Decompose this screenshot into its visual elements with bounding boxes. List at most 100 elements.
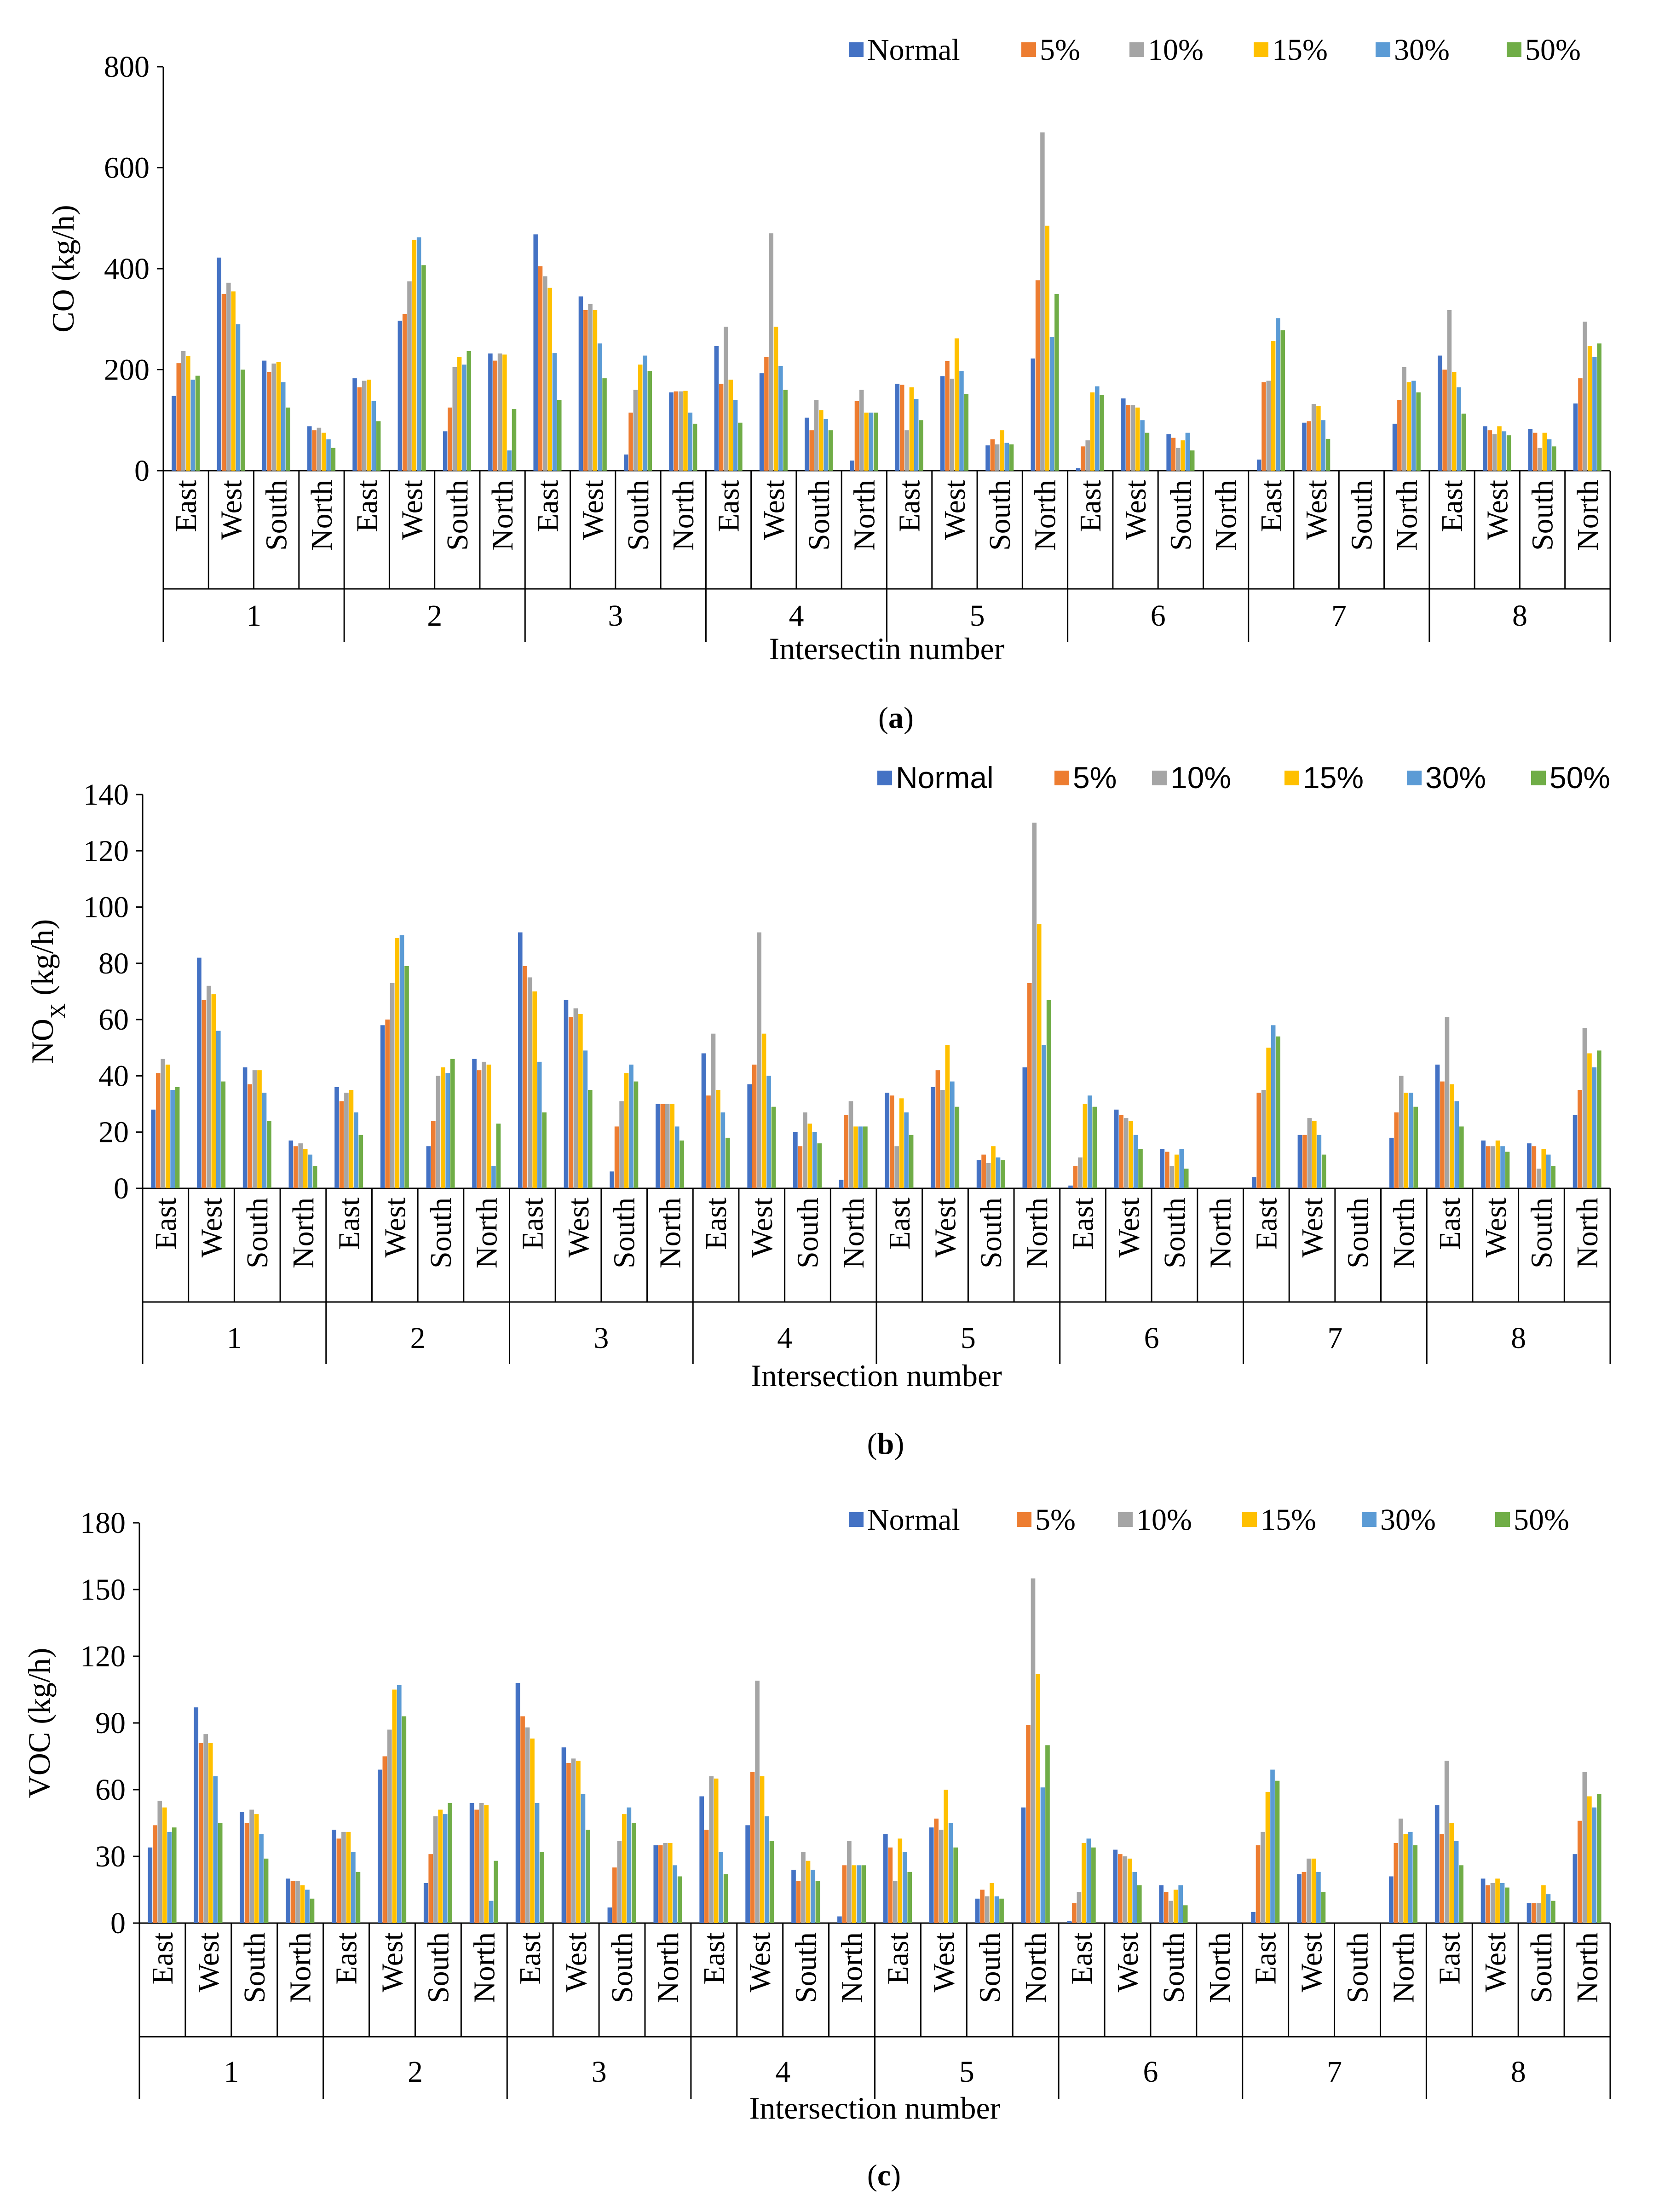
bar-5pct-5-north <box>1035 280 1040 471</box>
bar-5pct-3-east <box>523 966 528 1188</box>
x-direction-label: South <box>1345 480 1378 551</box>
bar-10pct-1-east <box>161 1059 166 1188</box>
chart-panel-3: 0 30 60 90 120 150 180 VOC (kg/h) East West South N… <box>22 1503 1611 2192</box>
bar-15pct-5-west <box>944 1790 949 1923</box>
bar-5pct-5-north <box>1027 983 1032 1188</box>
bar-15pct-1-east <box>165 1064 170 1188</box>
x-direction-label: South <box>622 480 655 551</box>
x-direction-label: West <box>745 1198 779 1257</box>
bar-5pct-3-south <box>628 412 633 471</box>
bar-30pct-3-north <box>688 412 693 471</box>
bar-Normal-5-south <box>975 1898 980 1923</box>
bar-10pct-2-east <box>341 1832 346 1923</box>
bar-15pct-4-west <box>760 1776 765 1923</box>
x-direction-label: East <box>513 1932 547 1985</box>
bar-5pct-8-south <box>1532 1146 1537 1188</box>
x-direction-label: West <box>192 1932 225 1992</box>
y-tick-label: 30 <box>95 1840 126 1873</box>
bar-30pct-3-north <box>673 1865 678 1923</box>
bar-30pct-2-east <box>354 1112 358 1188</box>
bar-15pct-3-east <box>547 288 552 471</box>
bar-30pct-1-east <box>190 380 195 471</box>
bar-50pct-3-east <box>540 1852 544 1923</box>
legend-swatch-5pct <box>1054 771 1069 785</box>
bar-30pct-3-west <box>581 1794 586 1923</box>
bar-Normal-3-north <box>656 1104 660 1188</box>
bar-50pct-7-east <box>1280 330 1285 471</box>
bar-10pct-1-north <box>317 427 322 471</box>
x-direction-label: East <box>893 480 927 532</box>
bar-15pct-5-east <box>898 1838 903 1923</box>
bar-15pct-2-south <box>438 1809 443 1923</box>
bar-50pct-7-west <box>1325 438 1330 471</box>
bar-5pct-6-west <box>1119 1115 1123 1188</box>
x-direction-label: South <box>1164 480 1198 551</box>
bar-5pct-2-south <box>428 1854 433 1923</box>
bar-30pct-4-north <box>869 412 874 471</box>
bar-50pct-8-west <box>1505 1887 1509 1923</box>
legend-label: 30% <box>1425 760 1486 795</box>
bar-15pct-3-north <box>670 1104 675 1188</box>
bar-5pct-7-west <box>1302 1135 1307 1188</box>
bar-Normal-3-north <box>669 392 674 471</box>
bar-15pct-2-south <box>457 357 462 471</box>
bar-15pct-3-north <box>683 391 688 471</box>
bar-10pct-7-west <box>1307 1858 1311 1923</box>
bar-15pct-8-east <box>1452 372 1457 471</box>
bar-15pct-6-east <box>1090 392 1095 471</box>
legend-label: 30% <box>1394 33 1450 67</box>
bar-50pct-2-west <box>421 265 426 471</box>
bar-5pct-1-west <box>202 1000 207 1188</box>
y-tick-label: 600 <box>104 151 150 185</box>
bar-50pct-8-west <box>1506 435 1511 471</box>
bar-15pct-6-east <box>1082 1843 1086 1923</box>
bar-30pct-5-south <box>996 1157 1001 1188</box>
bar-10pct-7-west <box>1307 1118 1312 1188</box>
bar-Normal-1-east <box>151 1109 156 1188</box>
x-direction-label: East <box>883 1198 916 1250</box>
x-direction-label: South <box>1525 1198 1558 1268</box>
legend-swatch-50pct <box>1507 42 1521 57</box>
legend: Normal 5% 10% 15% 30% 50% <box>849 33 1581 67</box>
bar-15pct-4-west <box>761 1033 766 1188</box>
bar-10pct-2-east <box>362 380 367 471</box>
bar-Normal-8-north <box>1572 1854 1578 1923</box>
legend-swatch-30pct <box>1362 1512 1377 1527</box>
bar-Normal-3-east <box>518 932 523 1188</box>
bar-50pct-8-north <box>1597 343 1601 471</box>
x-group-label: 3 <box>592 2055 607 2089</box>
bar-Normal-2-north <box>472 1059 477 1188</box>
legend-swatch-30pct <box>1376 42 1390 57</box>
bar-50pct-6-west <box>1138 1149 1143 1188</box>
x-direction-label: East <box>1433 1932 1466 1985</box>
legend-label: 50% <box>1525 33 1581 67</box>
legend-label: 50% <box>1514 1503 1569 1537</box>
bar-5pct-4-west <box>764 357 769 471</box>
bar-15pct-5-south <box>991 1146 996 1188</box>
bar-Normal-1-west <box>197 957 202 1188</box>
legend: Normal 5% 10% 15% 30% 50% <box>877 760 1610 795</box>
bar-10pct-1-west <box>207 985 211 1188</box>
bar-30pct-7-east <box>1271 1025 1276 1188</box>
bar-Normal-3-west <box>561 1747 566 1923</box>
x-direction-label: West <box>929 1198 962 1257</box>
bar-Normal-2-south <box>426 1146 431 1188</box>
bar-50pct-1-south <box>267 1121 271 1188</box>
bar-15pct-4-north <box>864 412 869 471</box>
bar-Normal-5-west <box>940 376 945 471</box>
bar-Normal-8-south <box>1528 429 1533 471</box>
x-direction-label: North <box>847 480 881 551</box>
bar-Normal-4-south <box>791 1870 796 1923</box>
bar-15pct-4-south <box>819 410 824 471</box>
bar-30pct-8-south <box>1547 439 1552 471</box>
bar-Normal-4-east <box>701 1053 706 1188</box>
bar-Normal-1-west <box>194 1707 199 1923</box>
x-group-label: 1 <box>246 599 261 633</box>
x-group-label: 1 <box>227 1321 242 1355</box>
x-group-label: 8 <box>1512 599 1527 633</box>
x-direction-label: North <box>653 1198 687 1268</box>
bar-50pct-8-south <box>1551 1901 1555 1923</box>
bar-10pct-4-west <box>757 932 761 1188</box>
bar-10pct-7-east <box>1266 380 1271 471</box>
bar-50pct-7-east <box>1275 1780 1280 1923</box>
